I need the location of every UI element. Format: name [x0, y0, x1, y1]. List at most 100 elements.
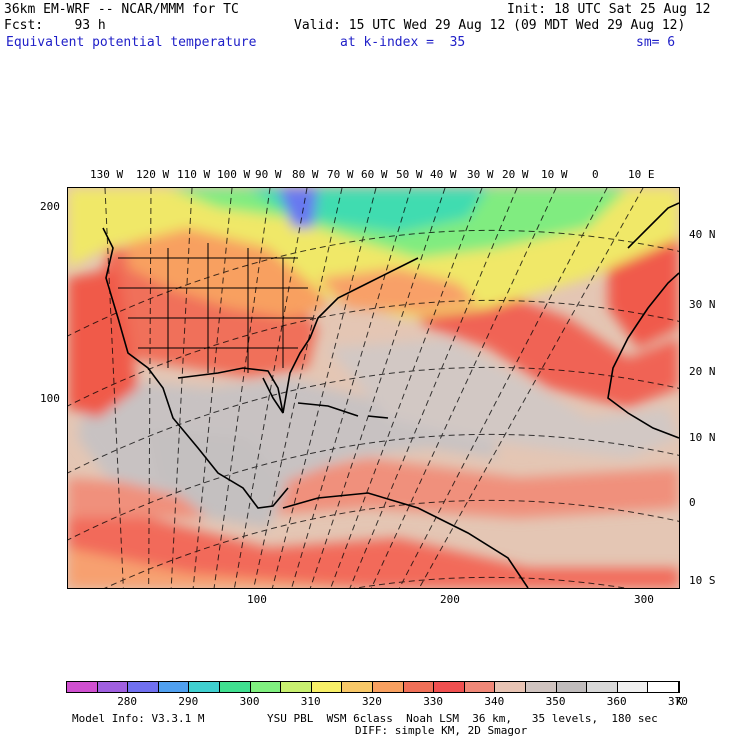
longitude-line [418, 188, 644, 588]
colorbar-label-9: 370 [668, 695, 688, 708]
lon-label-14: 10 E [628, 168, 655, 181]
colorbar-label-0: 280 [117, 695, 138, 708]
colorbar-label-6: 340 [484, 695, 505, 708]
colorbar-swatch [158, 682, 190, 692]
graticule-lines [68, 188, 679, 588]
colorbar-label-4: 320 [362, 695, 382, 708]
lat-label-1: 30 N [689, 298, 716, 311]
colorbar-swatch [250, 682, 282, 692]
physics-info: YSU PBL WSM 6class Noah LSM 36 km, 35 le… [267, 712, 658, 725]
colorbar-swatch [342, 682, 373, 692]
east-coast [282, 257, 419, 414]
south-america-coast [282, 492, 529, 588]
latitude-line [68, 229, 679, 337]
lon-label-12: 10 W [541, 168, 568, 181]
colorbar-swatch [617, 682, 649, 692]
colorbar-swatch [587, 682, 618, 692]
latitude-line [104, 499, 679, 588]
atlantic-orange-tongue [318, 268, 478, 313]
colorbar-label-8: 360 [606, 695, 627, 708]
lon-label-6: 70 W [327, 168, 354, 181]
colorbar-label-2: 300 [239, 695, 260, 708]
southern-warm-band [68, 488, 679, 588]
longitude-line [213, 188, 271, 588]
lon-label-0: 130 W [90, 168, 124, 181]
africa-coast [607, 272, 679, 439]
longitude-line [170, 188, 193, 588]
colorbar-label-1: 290 [178, 695, 199, 708]
model-title: 36km EM-WRF -- NCAR/MMM for TC [4, 2, 239, 17]
colorbar-swatch [373, 682, 404, 692]
map-panel [67, 187, 680, 589]
lat-label-3: 10 N [689, 431, 716, 444]
colorbar-swatch [648, 682, 679, 692]
colorbar-swatch [128, 682, 159, 692]
colorbar-swatch [220, 682, 251, 692]
colorbar-label-3: 310 [300, 695, 321, 708]
longitude-line [271, 188, 377, 588]
model-info: Model Info: V3.3.1 M [72, 712, 205, 725]
colorbar-swatch [495, 682, 526, 692]
grid-x-label-2: 300 [634, 593, 654, 606]
lon-label-13: 0 [592, 168, 599, 181]
longitude-line [192, 188, 233, 588]
diffusion-info: DIFF: simple KM, 2D Smagor [355, 724, 528, 737]
colorbar-swatch [97, 682, 129, 692]
state-borders [118, 243, 313, 373]
lon-label-5: 80 W [292, 168, 319, 181]
colorbar-swatch [403, 682, 435, 692]
south-orange-edge [68, 548, 368, 588]
colorbar-label-7: 350 [545, 695, 566, 708]
coastlines [102, 202, 679, 588]
longitude-line [399, 188, 608, 588]
colorbar-swatch [311, 682, 343, 692]
longitude-line [330, 188, 483, 588]
longitude-line [370, 188, 557, 588]
north-america-coast [102, 227, 289, 509]
colorbar-label-10: K [676, 695, 683, 708]
latitude-line [68, 433, 679, 541]
latitude-line [68, 299, 679, 407]
gulf-coast [177, 367, 284, 414]
latitude-line [353, 576, 628, 588]
lon-label-8: 50 W [396, 168, 423, 181]
hispaniola [367, 415, 389, 419]
field-name: Equivalent potential temperature [6, 35, 257, 50]
lon-label-2: 110 W [177, 168, 211, 181]
colorbar-swatch [526, 682, 557, 692]
colorbar [66, 681, 680, 693]
colorbar-swatch [67, 682, 98, 692]
lon-label-7: 60 W [361, 168, 388, 181]
hudson-blue [278, 188, 318, 228]
colorbar-swatch [556, 682, 588, 692]
lon-label-10: 30 W [467, 168, 494, 181]
west-coast-red [68, 268, 138, 418]
longitude-line [309, 188, 446, 588]
colorbar-label-5: 330 [423, 695, 444, 708]
lon-label-11: 20 W [502, 168, 529, 181]
level-label: at k-index = 35 [340, 35, 466, 50]
forecast-hour: Fcst: 93 h [4, 18, 106, 33]
lon-label-4: 90 W [255, 168, 282, 181]
lon-label-3: 100 W [217, 168, 251, 181]
valid-time: Valid: 15 UTC Wed 29 Aug 12 (09 MDT Wed … [294, 18, 686, 33]
init-time: Init: 18 UTC Sat 25 Aug 12 [507, 2, 711, 17]
lat-label-2: 20 N [689, 365, 716, 378]
lon-label-9: 40 W [430, 168, 457, 181]
lat-label-4: 0 [689, 496, 696, 509]
longitude-line [233, 188, 308, 588]
theta-e-map [68, 188, 679, 588]
longitude-line [349, 188, 518, 588]
colorbar-swatch [281, 682, 312, 692]
colorbar-swatch [434, 682, 465, 692]
cuba [297, 402, 359, 417]
grid-y-label-0: 200 [40, 200, 60, 213]
colorbar-swatch [189, 682, 220, 692]
lat-label-5: 10 S [689, 574, 716, 587]
latitude-line [68, 366, 679, 474]
lon-label-1: 120 W [136, 168, 170, 181]
grid-x-label-1: 200 [440, 593, 460, 606]
grid-x-label-0: 100 [247, 593, 267, 606]
lat-label-0: 40 N [689, 228, 716, 241]
colorbar-swatch [464, 682, 496, 692]
